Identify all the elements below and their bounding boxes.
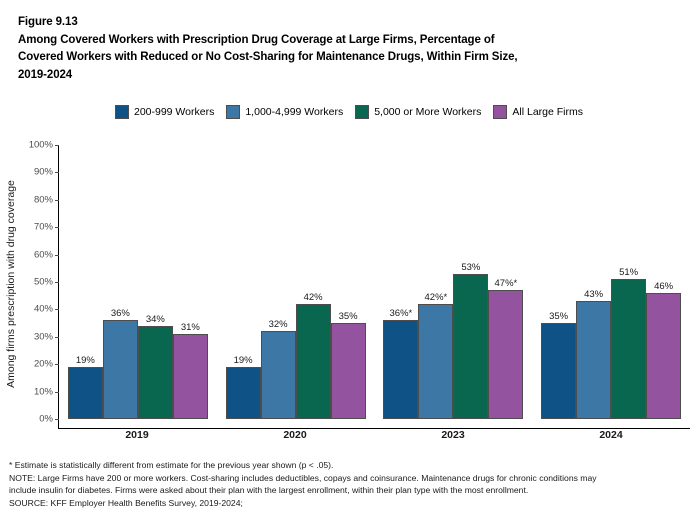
y-axis-tick-mark xyxy=(55,172,59,174)
y-axis-tick-label: 10% xyxy=(33,386,53,398)
plot-inner: 19% 36% 34% 31% 19% 32% 42% 35% 36%* 42%* 53% 47%* 3… xyxy=(29,140,690,425)
y-axis-tick-label: 30% xyxy=(33,331,53,343)
bar[interactable]: 47%* xyxy=(488,278,524,419)
x-axis-tick-label: 2019 xyxy=(125,429,149,441)
bar[interactable]: 35% xyxy=(330,311,366,419)
bar-value-label: 35% xyxy=(549,311,569,323)
bar[interactable]: 36%* xyxy=(383,308,419,419)
plot-area: 19% 36% 34% 31% 19% 32% 42% 35% 36%* 42%* 53% 47%* 3… xyxy=(29,140,690,429)
y-axis-tick-label: 40% xyxy=(33,303,53,315)
figure-title-block: Figure 9.13 Among Covered Workers with P… xyxy=(18,14,680,84)
legend-item[interactable]: All Large Firms xyxy=(493,105,583,119)
bar-value-label: 35% xyxy=(338,311,358,323)
x-axis-line xyxy=(58,428,690,429)
footnotes-block: * Estimate is statistically different fr… xyxy=(9,459,689,509)
bar[interactable]: 32% xyxy=(260,319,296,419)
bar-value-label: 43% xyxy=(584,289,604,301)
bar-value-label: 34% xyxy=(145,313,165,325)
y-axis-tick-mark xyxy=(55,145,59,146)
chart-legend: 200-999 Workers 1,000-4,999 Workers 5,000 … xyxy=(0,105,698,119)
bar-group: 19% 36% 34% 31% xyxy=(59,145,217,419)
y-axis-tick-label: 100% xyxy=(28,139,53,151)
y-axis-tick-mark xyxy=(55,227,59,229)
footnote-note-line-1: NOTE: Large Firms have 200 or more worke… xyxy=(9,472,597,483)
bar[interactable]: 36% xyxy=(102,308,138,419)
figure-title-line-2: Covered Workers with Reduced or No Cost-… xyxy=(18,51,518,63)
bar-value-label: 47%* xyxy=(494,278,518,290)
legend-item[interactable]: 200-999 Workers xyxy=(114,105,215,119)
bar-value-label: 32% xyxy=(268,319,288,331)
y-axis-tick-mark xyxy=(55,282,59,283)
footnote-asterisk: * Estimate is statistically different fr… xyxy=(9,460,334,470)
legend-label: 5,000 or More Workers xyxy=(374,106,482,118)
x-axis-tick-label: 2020 xyxy=(283,429,307,441)
bar[interactable]: 19% xyxy=(225,355,261,419)
legend-item[interactable]: 5,000 or More Workers xyxy=(355,105,481,119)
figure-title-line-3: 2019-2024 xyxy=(18,68,73,81)
y-axis-tick-label: 70% xyxy=(33,221,53,233)
bar[interactable]: 46% xyxy=(646,281,682,419)
bar-value-label: 36% xyxy=(110,308,130,320)
bar-value-label: 19% xyxy=(75,354,95,366)
bar-group: 36%* 42%* 53% 47%* xyxy=(375,145,533,419)
y-axis-tick-mark xyxy=(55,199,59,201)
y-axis-tick-label: 90% xyxy=(33,166,53,178)
y-axis-tick-mark xyxy=(55,336,59,338)
figure-title-line-1: Among Covered Workers with Prescription … xyxy=(18,33,495,46)
bar-value-label: 53% xyxy=(461,261,481,273)
bar[interactable]: 31% xyxy=(172,322,208,419)
bar[interactable]: 43% xyxy=(576,289,612,419)
y-axis-tick-label: 50% xyxy=(33,276,53,288)
y-axis-tick-mark xyxy=(55,254,59,256)
figure-number: Figure 9.13 xyxy=(18,16,78,28)
bar[interactable]: 19% xyxy=(67,355,103,419)
bar-value-label: 19% xyxy=(233,354,253,366)
footnote-source: SOURCE: KFF Employer Health Benefits Sur… xyxy=(9,497,243,508)
y-axis-tick-mark xyxy=(55,309,59,311)
bar-group: 35% 43% 51% 46% xyxy=(532,145,690,419)
legend-label: 1,000-4,999 Workers xyxy=(245,106,344,118)
bar-value-label: 51% xyxy=(619,267,639,279)
y-axis-tick-label: 0% xyxy=(39,413,53,425)
x-axis-tick-label: 2023 xyxy=(441,429,465,441)
legend-swatch xyxy=(114,105,129,119)
bar[interactable]: 53% xyxy=(453,262,489,419)
bar-value-label: 42% xyxy=(303,291,323,303)
legend-swatch xyxy=(493,105,508,119)
footnote-note-line-2: include insulin for diabetes. Firms were… xyxy=(9,485,529,496)
y-axis-tick-label: 60% xyxy=(33,249,53,261)
bar[interactable]: 35% xyxy=(541,311,577,419)
bar[interactable]: 42%* xyxy=(418,292,454,419)
bar-value-label: 31% xyxy=(180,322,200,334)
legend-label: 200-999 Workers xyxy=(133,106,215,118)
legend-item[interactable]: 1,000-4,999 Workers xyxy=(226,105,343,119)
y-axis-tick-mark xyxy=(55,419,59,420)
chart-area: Among firms prescription with drug cover… xyxy=(0,134,698,452)
bar-group: 19% 32% 42% 35% xyxy=(217,145,375,419)
y-axis-line xyxy=(58,145,59,429)
bar-value-label: 36%* xyxy=(389,308,413,320)
x-axis-tick-label: 2024 xyxy=(599,429,623,441)
legend-label: All Large Firms xyxy=(512,106,583,118)
y-axis-tick-label: 80% xyxy=(33,194,53,206)
bar[interactable]: 42% xyxy=(295,292,331,419)
y-axis-tick-mark xyxy=(55,391,59,393)
bar-value-label: 42%* xyxy=(424,291,448,303)
legend-swatch xyxy=(226,105,241,119)
bar-groups: 19% 36% 34% 31% 19% 32% 42% 35% 36%* 42%* 53% 47%* 3… xyxy=(59,145,690,419)
bar[interactable]: 34% xyxy=(137,314,173,419)
y-axis-tick-label: 20% xyxy=(33,358,53,370)
x-axis-tick-labels: 2019 2020 2023 2024 xyxy=(58,429,690,441)
bar[interactable]: 51% xyxy=(611,267,647,419)
bar-value-label: 46% xyxy=(654,280,674,292)
legend-swatch xyxy=(355,105,370,119)
y-axis-tick-mark xyxy=(55,364,59,366)
